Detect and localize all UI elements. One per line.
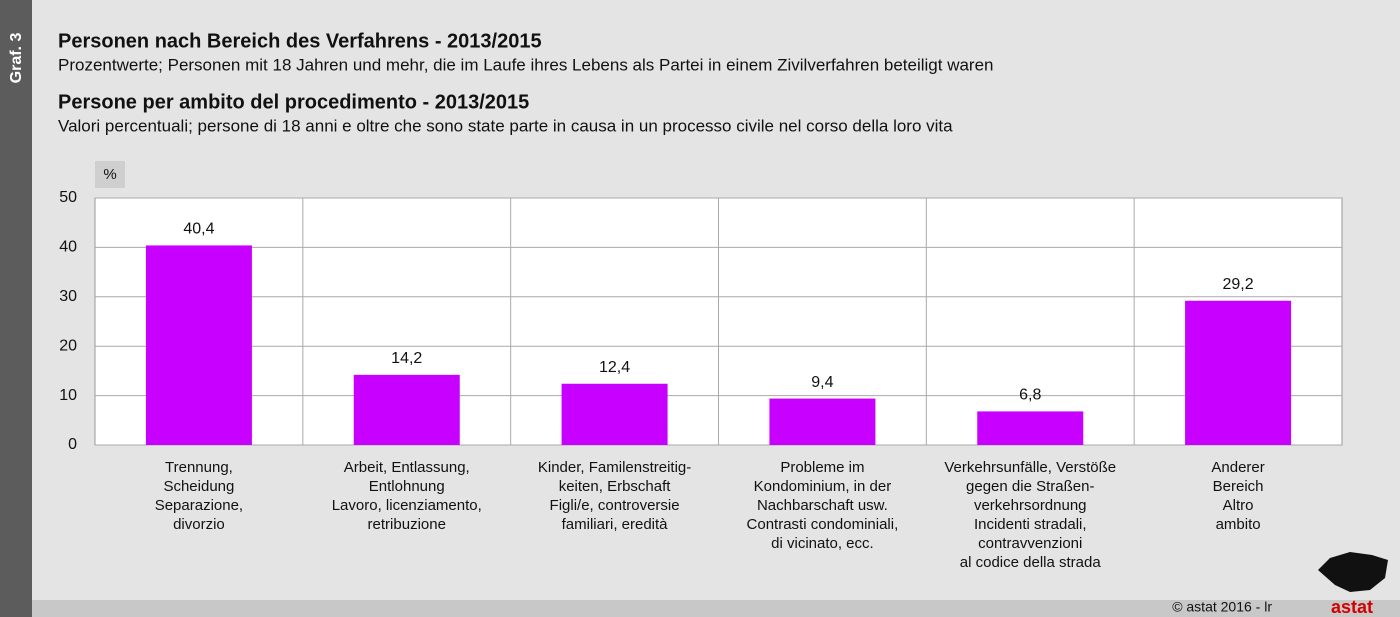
x-tick-label: Scheidung: [163, 478, 234, 495]
side-strip: [0, 0, 32, 617]
x-tick-label: Kondominium, in der: [754, 478, 892, 495]
logo-shape: [1318, 552, 1388, 592]
subtitle: Prozentwerte; Personen mit 18 Jahren und…: [58, 55, 994, 74]
bar: [977, 411, 1084, 445]
x-tick-label: Kinder, Familenstreitig-: [538, 459, 691, 476]
x-tick-label: Contrasti condominiali,: [747, 516, 899, 533]
value-label: 12,4: [599, 359, 630, 376]
subtitle-it: Valori percentuali; persone di 18 anni e…: [58, 116, 953, 135]
x-tick-label: Entlohnung: [369, 478, 445, 495]
y-tick-label: 0: [68, 436, 77, 453]
y-tick-label: 10: [59, 387, 77, 404]
x-tick-label: Bereich: [1213, 478, 1264, 495]
y-tick-label: 40: [59, 239, 77, 256]
x-tick-label: verkehrsordnung: [974, 497, 1087, 514]
x-tick-label: familiari, eredità: [562, 516, 669, 533]
x-tick-label: divorzio: [173, 516, 225, 533]
logo: astat: [1331, 597, 1373, 617]
x-tick-label: Nachbarschaft usw.: [757, 497, 888, 514]
x-tick-label: Anderer: [1211, 459, 1264, 476]
x-tick-label: retribuzione: [368, 516, 446, 533]
x-tick-label: ambito: [1216, 516, 1261, 533]
value-label: 29,2: [1223, 276, 1254, 293]
bar: [145, 245, 252, 445]
value-label: 9,4: [811, 374, 833, 391]
x-tick-label: keiten, Erbschaft: [559, 478, 672, 495]
value-label: 40,4: [183, 221, 214, 238]
x-tick-label: Altro: [1223, 497, 1254, 514]
bar: [561, 383, 668, 445]
x-tick-label: Incidenti stradali,: [974, 516, 1087, 533]
footer: © astat 2016 - lr: [1172, 599, 1272, 615]
x-tick-label: di vicinato, ecc.: [771, 535, 874, 552]
x-tick-label: Lavoro, licenziamento,: [332, 497, 482, 514]
x-tick-label: gegen die Straßen-: [966, 478, 1094, 495]
value-label: 6,8: [1019, 387, 1041, 404]
footer-strip: [32, 600, 1400, 617]
value-label: 14,2: [391, 350, 422, 367]
x-tick-label: contravvenzioni: [978, 535, 1082, 552]
bar: [1185, 300, 1292, 445]
y-tick-label: 30: [59, 288, 77, 305]
title: Personen nach Bereich des Verfahrens - 2…: [58, 30, 542, 52]
title-it: Persone per ambito del procedimento - 20…: [58, 91, 529, 113]
x-tick-label: Figli/e, controversie: [550, 497, 680, 514]
y-unit: %: [103, 166, 116, 183]
x-tick-label: Trennung,: [165, 459, 233, 476]
unit-box: [95, 161, 125, 188]
y-tick-label: 50: [59, 189, 77, 206]
y-tick-label: 20: [59, 337, 77, 354]
bar: [353, 374, 460, 445]
x-tick-label: al codice della strada: [960, 554, 1102, 571]
bar: [769, 398, 876, 445]
side-label: Graf. 3: [8, 33, 25, 84]
x-tick-label: Probleme im: [780, 459, 864, 476]
x-tick-label: Arbeit, Entlassung,: [344, 459, 470, 476]
x-tick-label: Verkehrsunfälle, Verstöße: [944, 459, 1116, 476]
x-tick-label: Separazione,: [155, 497, 243, 514]
